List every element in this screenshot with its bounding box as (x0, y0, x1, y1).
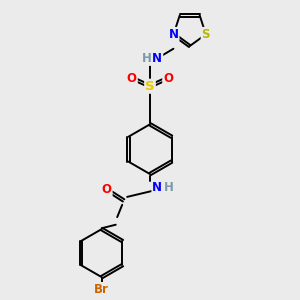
Text: O: O (102, 183, 112, 196)
Text: N: N (152, 181, 162, 194)
Text: N: N (169, 28, 178, 41)
Text: O: O (127, 71, 137, 85)
Text: S: S (202, 28, 210, 41)
Text: O: O (163, 71, 173, 85)
Text: N: N (152, 52, 162, 65)
Text: Br: Br (94, 283, 109, 296)
Text: H: H (142, 52, 152, 65)
Text: S: S (145, 80, 155, 93)
Text: H: H (164, 181, 174, 194)
